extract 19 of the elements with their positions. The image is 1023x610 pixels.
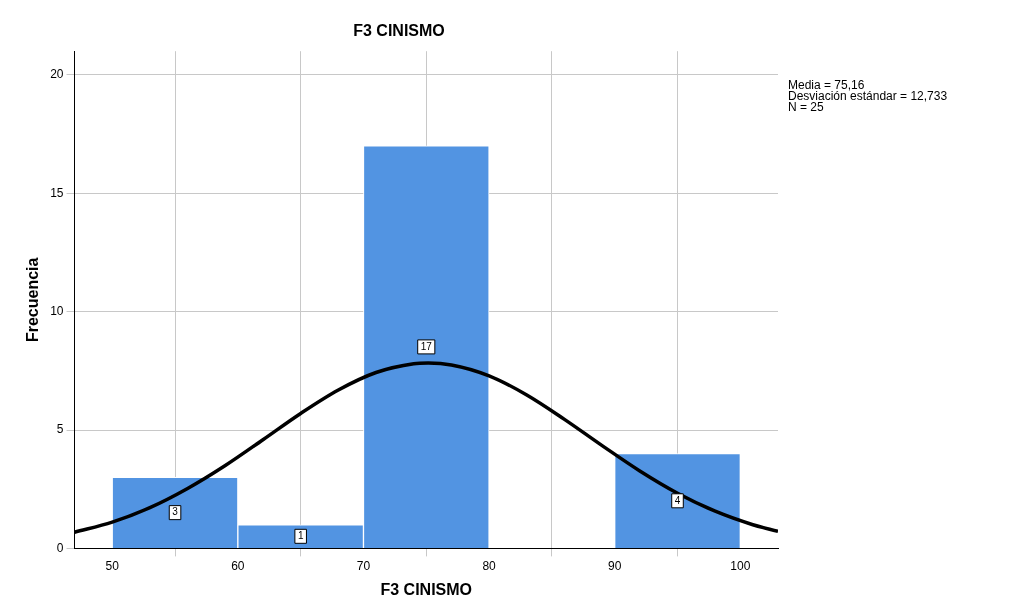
y-axis-title: Frecuencia (24, 257, 42, 343)
y-tick-label: 10 (50, 303, 64, 318)
text: N = 25 (788, 99, 825, 114)
y-tick-label: 5 (56, 422, 64, 437)
x-tick-label: 50 (105, 558, 120, 573)
chart-title: F3 CINISMO (353, 22, 445, 40)
data-label: 4 (674, 494, 681, 506)
y-tick-label: 15 (50, 185, 64, 200)
data-label: 3 (172, 506, 179, 518)
x-tick-label: 80 (482, 558, 497, 573)
x-axis-title: F3 CINISMO (380, 580, 473, 598)
y-tick-label: 0 (56, 540, 64, 555)
x-tick-label: 60 (231, 558, 245, 573)
x-tick-label: 70 (356, 558, 371, 573)
data-label: 1 (297, 530, 304, 542)
x-tick-label: 100 (730, 558, 751, 573)
y-tick-label: 20 (50, 67, 64, 82)
data-label: 17 (420, 340, 433, 352)
x-tick-label: 90 (608, 558, 622, 573)
